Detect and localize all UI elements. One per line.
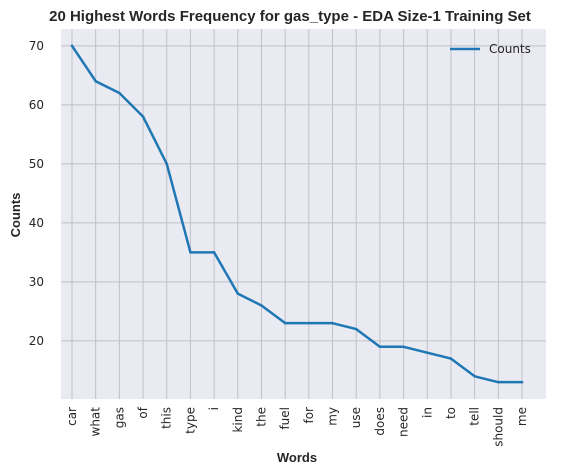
data-point <box>283 321 287 325</box>
plot-area <box>61 29 546 399</box>
data-point <box>141 115 145 118</box>
series-layer <box>70 44 524 384</box>
data-point <box>260 304 263 307</box>
x-tick-labels: car what gas of this type i kind the fuel for my use… <box>65 406 529 447</box>
data-point <box>236 292 240 295</box>
x-tick-label: of <box>136 406 150 418</box>
y-tick-label: 30 <box>29 275 44 289</box>
y-tick-label: 50 <box>29 157 44 171</box>
x-tick-label: does <box>373 407 387 436</box>
x-tick-label: fuel <box>278 407 292 430</box>
data-point <box>307 321 311 325</box>
data-point <box>189 251 192 254</box>
x-tick-label: tell <box>468 407 482 426</box>
data-point <box>94 79 97 83</box>
x-tick-label: my <box>326 407 340 426</box>
x-tick-label: use <box>349 407 363 428</box>
data-point <box>520 380 524 384</box>
x-tick-label: in <box>420 407 434 418</box>
data-point <box>473 375 476 378</box>
data-point <box>378 345 382 349</box>
data-point <box>449 357 453 360</box>
x-tick-label: i <box>207 407 221 410</box>
y-tick-label: 20 <box>29 334 44 348</box>
x-axis-label: Words <box>277 450 317 465</box>
y-tick-label: 40 <box>29 216 44 230</box>
chart-title: 20 Highest Words Frequency for gas_type … <box>49 8 531 25</box>
x-tick-label: should <box>491 407 505 447</box>
grid <box>61 29 546 399</box>
x-tick-label: need <box>397 407 411 437</box>
data-point <box>70 44 74 48</box>
data-point <box>426 351 429 354</box>
y-tick-label: 70 <box>29 39 44 53</box>
data-point <box>118 91 121 95</box>
series-line-counts <box>70 44 524 384</box>
y-tick-label: 60 <box>29 98 44 112</box>
data-point <box>497 380 500 384</box>
legend: Counts <box>450 42 531 56</box>
x-tick-label: the <box>254 407 268 427</box>
legend-label: Counts <box>489 42 531 56</box>
x-tick-label: gas <box>112 407 126 428</box>
x-tick-label: car <box>65 407 79 426</box>
data-point <box>331 321 334 325</box>
data-point <box>402 345 405 349</box>
data-point <box>165 162 168 166</box>
y-axis-label: Counts <box>8 193 23 238</box>
x-tick-label: this <box>160 407 174 429</box>
y-tick-labels: 20 30 40 50 60 70 <box>29 39 44 348</box>
x-tick-label: kind <box>231 407 245 433</box>
x-tick-label: to <box>444 407 458 419</box>
x-tick-label: me <box>515 407 529 426</box>
x-tick-label: for <box>302 407 316 424</box>
x-tick-label: what <box>89 407 103 437</box>
x-tick-label: type <box>183 407 197 434</box>
data-point <box>354 327 358 331</box>
data-point <box>212 251 216 254</box>
